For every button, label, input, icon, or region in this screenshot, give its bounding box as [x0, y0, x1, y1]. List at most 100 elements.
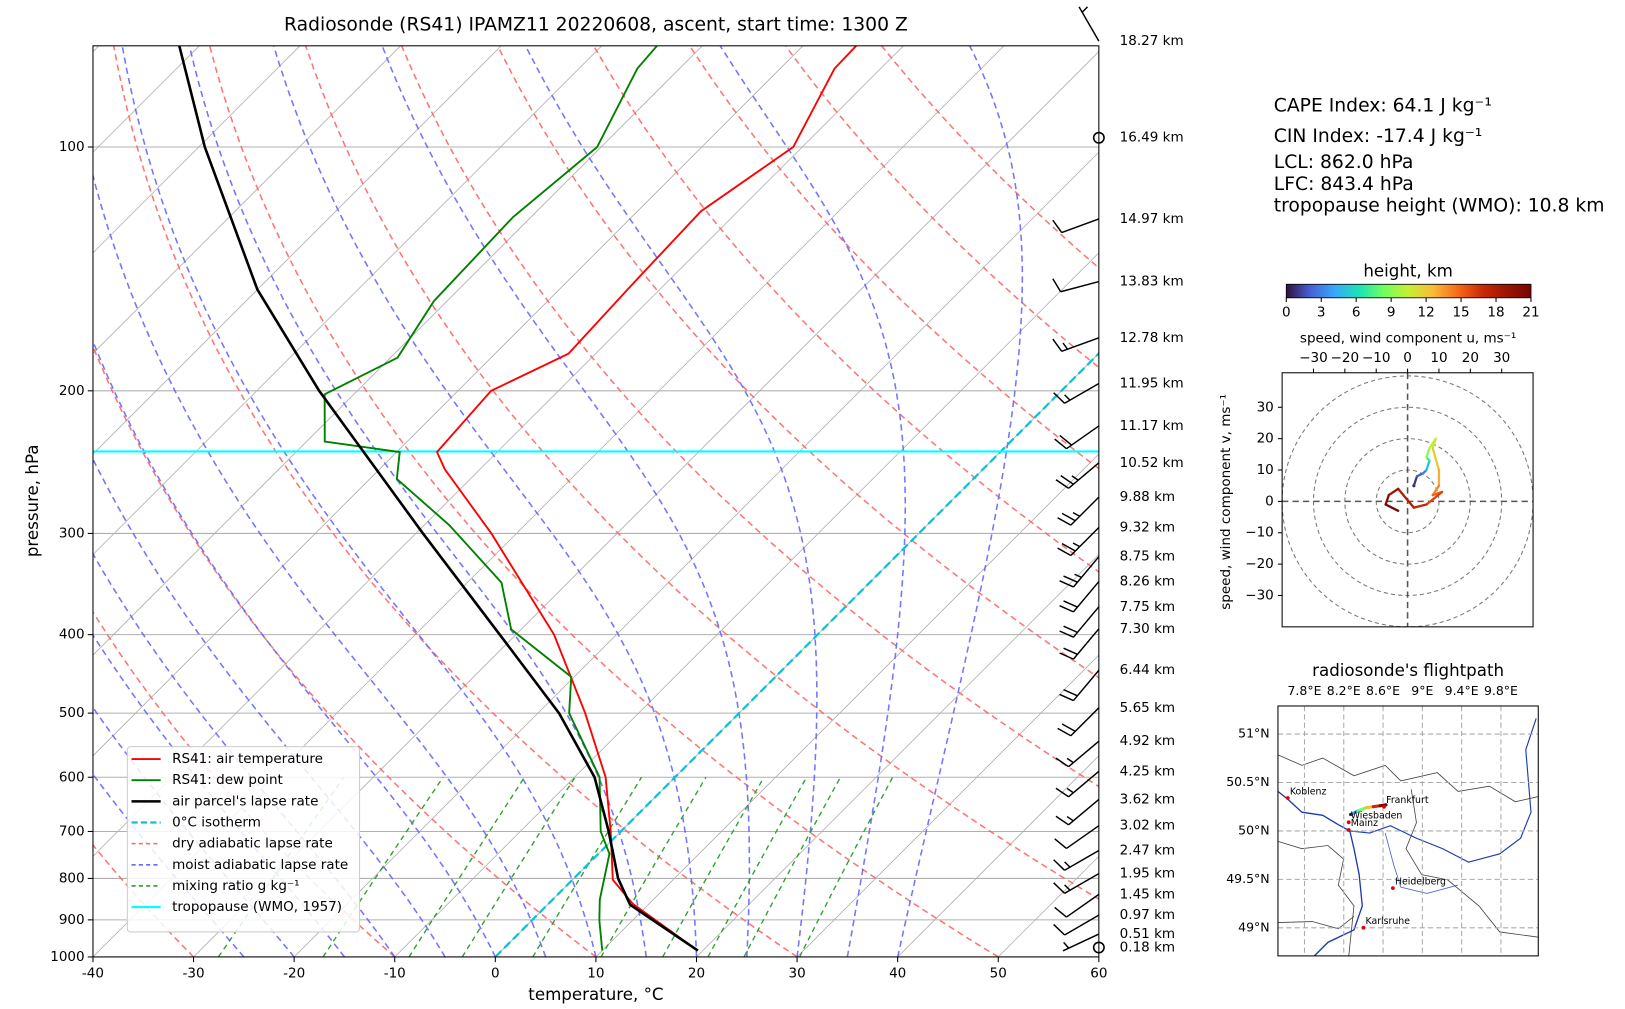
- city-label: Frankfurt: [1386, 795, 1429, 806]
- height-label: 16.49 km: [1120, 130, 1184, 146]
- x-tick-label: 40: [889, 966, 906, 982]
- isotherm-grid: [796, 654, 1099, 957]
- mixing-ratio-line: [532, 776, 643, 957]
- y-tick-label: −30: [1245, 587, 1274, 603]
- x-tick-label: 30: [788, 966, 805, 982]
- wind-barb: [1055, 740, 1100, 768]
- x-tick-label: −20: [1331, 350, 1360, 366]
- city-dot: [1361, 925, 1366, 930]
- x-axis-label: temperature, °C: [528, 985, 663, 1004]
- hodograph-segment: [1387, 487, 1400, 497]
- annotation: LCL: 862.0 hPa: [1274, 152, 1414, 173]
- river: [1277, 790, 1363, 956]
- x-tick-label: -10: [384, 966, 406, 982]
- dry-adiabat: [592, 45, 1099, 573]
- wind-barb: [1053, 382, 1100, 404]
- moist-adiabat: [719, 45, 907, 957]
- annotation: tropopause height (WMO): 10.8 km: [1274, 196, 1605, 217]
- dry-adiabat: [304, 45, 1099, 900]
- city-dot: [1382, 804, 1386, 809]
- x-tick-label: -40: [82, 966, 104, 982]
- isotherm-grid: [595, 453, 1099, 957]
- x-tick-label: 60: [1090, 966, 1107, 982]
- city-dot: [1285, 796, 1290, 800]
- hodograph-segment: [1425, 446, 1431, 459]
- y-tick-label: 30: [1257, 399, 1274, 415]
- y-tick-label: 20: [1257, 431, 1274, 447]
- city-label: Heidelberg: [1395, 876, 1446, 887]
- wind-barb: [1059, 628, 1100, 660]
- height-label: 11.17 km: [1120, 418, 1184, 434]
- height-label: 2.47 km: [1120, 843, 1175, 859]
- profile-line: [178, 45, 699, 952]
- wind-barb: [1053, 872, 1100, 894]
- colorbar-title: height, km: [1363, 261, 1453, 280]
- x-tick-label: 30: [1493, 350, 1510, 366]
- y-tick-label: 800: [59, 870, 85, 886]
- wind-barb: [1092, 131, 1105, 144]
- hodograph-segment: [1412, 503, 1428, 509]
- height-label: 13.83 km: [1120, 274, 1184, 290]
- profile-line: [323, 45, 658, 951]
- legend-label: tropopause (WMO, 1957): [172, 899, 342, 915]
- hodograph-segment: [1431, 446, 1441, 472]
- colorbar: [1285, 283, 1532, 299]
- wind-barb: [1055, 462, 1100, 489]
- height-label: 9.32 km: [1120, 520, 1175, 536]
- x-tick-label: 7.8°E: [1287, 683, 1321, 698]
- legend-label: air parcel's lapse rate: [172, 793, 318, 809]
- colorbar-tick-label: 9: [1387, 304, 1396, 320]
- y-tick-label: 49°N: [1238, 919, 1269, 934]
- x-tick-label: 20: [688, 966, 705, 982]
- height-label: 7.75 km: [1120, 599, 1175, 615]
- isotherm-grid: [92, 45, 502, 455]
- height-label: 1.95 km: [1120, 866, 1175, 882]
- mixing-ratio-line: [322, 776, 444, 957]
- colorbar-tick-label: 18: [1487, 304, 1504, 320]
- mixing-ratio-line: [461, 776, 576, 957]
- legend: RS41: air temperature RS41: dew point air …: [126, 746, 361, 933]
- map-title: radiosonde's flightpath: [1312, 661, 1504, 680]
- height-label: 9.88 km: [1120, 489, 1175, 505]
- x-tick-label: 10: [1430, 350, 1447, 366]
- y-tick-label: 0: [1265, 493, 1274, 509]
- hodograph-segment: [1415, 472, 1425, 478]
- y-tick-label: 1000: [50, 949, 84, 965]
- colorbar-tick-label: 6: [1352, 304, 1361, 320]
- map-plot: Koblenz Wiesbaden Frankfurt Mainz Heidelberg…: [1277, 705, 1539, 956]
- x-tick-label: 20: [1462, 350, 1479, 366]
- x-tick-label: 0: [491, 966, 500, 982]
- height-label: 5.65 km: [1120, 700, 1175, 716]
- mixing-ratio-line: [408, 776, 526, 957]
- mixing-ratio-line: [743, 776, 842, 957]
- moist-adiabat: [121, 45, 597, 957]
- colorbar-tick-label: 0: [1282, 304, 1291, 320]
- height-label: 6.44 km: [1120, 662, 1175, 678]
- height-label: 14.97 km: [1120, 211, 1184, 227]
- mixing-ratio-line: [707, 776, 808, 957]
- height-label: 8.26 km: [1120, 574, 1175, 590]
- y-tick-label: 50°N: [1238, 822, 1269, 837]
- y-tick-label: 600: [59, 769, 85, 785]
- city-label: Karlsruhe: [1365, 916, 1410, 927]
- city-dot: [1391, 886, 1395, 890]
- height-label: 10.52 km: [1120, 455, 1184, 471]
- isotherm-grid: [92, 45, 703, 656]
- height-label: 12.78 km: [1120, 330, 1184, 346]
- hodograph-plot: [1282, 372, 1534, 627]
- moist-adiabat: [524, 45, 818, 957]
- y-tick-label: 50.5°N: [1226, 774, 1269, 789]
- colorbar-tick-label: 15: [1452, 304, 1469, 320]
- wind-barb: [1054, 825, 1100, 850]
- river: [1349, 718, 1537, 863]
- moist-adiabat: [272, 45, 698, 957]
- annotation: CAPE Index: 64.1 J kg⁻¹: [1274, 96, 1492, 117]
- height-label: 3.62 km: [1120, 791, 1175, 807]
- annotation: LFC: 843.4 hPa: [1274, 174, 1414, 195]
- x-tick-label: 0: [1403, 350, 1412, 366]
- hodograph-segment: [1425, 459, 1431, 472]
- x-tick-label: -30: [183, 966, 205, 982]
- x-tick-label: -20: [283, 966, 305, 982]
- legend-label: RS41: air temperature: [172, 751, 323, 767]
